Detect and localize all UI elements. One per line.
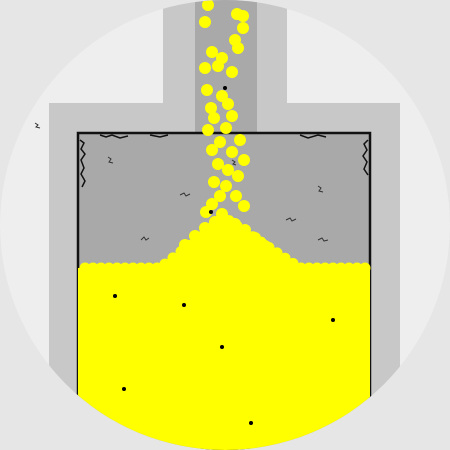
sand-grain [135, 262, 147, 274]
wall-crack [317, 185, 324, 193]
sand-grain [200, 206, 212, 218]
sand-grain [319, 262, 331, 274]
sand-grain [216, 208, 228, 220]
sand-grain [208, 176, 220, 188]
sand-grain [295, 262, 307, 274]
sand-grain [220, 180, 232, 192]
chamber-rough-edge [99, 134, 327, 139]
wall-crack [231, 159, 237, 166]
wall-cracks [34, 122, 329, 242]
sand-grain [237, 22, 249, 34]
sand-grain [206, 46, 218, 58]
impurity-speck [220, 345, 224, 349]
sand-pile-body [78, 218, 370, 450]
sand-grain [199, 16, 211, 28]
sand-grain [220, 122, 232, 134]
sand-grain [222, 164, 234, 176]
sand-grain [205, 102, 217, 114]
sand-grain [199, 222, 211, 234]
chamber-rough-edges [79, 134, 369, 188]
sand-grain [202, 124, 214, 136]
sand-grain [232, 170, 244, 182]
sand-grain [209, 216, 221, 228]
sand-grain [237, 10, 249, 22]
wall-crack [107, 156, 114, 164]
sand-grain [201, 84, 213, 96]
sand-grain [167, 252, 179, 264]
sand-grain [143, 262, 155, 274]
impurity-speck [182, 303, 186, 307]
sand-grain [229, 218, 241, 230]
sand-grain [335, 262, 347, 274]
sand-grain [206, 144, 218, 156]
sand-grain [87, 262, 99, 274]
sand-grain [189, 230, 201, 242]
wall-crack [140, 236, 150, 241]
sand-grain [212, 60, 224, 72]
impurity-speck [223, 86, 227, 90]
sand-grain [287, 258, 299, 270]
sand-grain [179, 239, 191, 251]
sand-pile [78, 214, 371, 450]
sand-grain [234, 134, 246, 146]
sand-grain [111, 262, 123, 274]
wall-crack [34, 122, 41, 129]
sand-grain [79, 262, 91, 274]
wall-crack [317, 237, 329, 242]
sand-grain [238, 200, 250, 212]
impurity-speck [113, 294, 117, 298]
sand-grain [119, 262, 131, 274]
sand-grain [259, 240, 271, 252]
sand-grain [159, 258, 171, 270]
sand-grain [212, 158, 224, 170]
chamber-rough-edge [362, 139, 369, 176]
sand-grain [271, 247, 283, 259]
sand-grain [222, 98, 234, 110]
wall-crack [179, 192, 191, 197]
sand-grain [226, 66, 238, 78]
sand-grain [202, 0, 214, 11]
falling-sand-stream [199, 0, 250, 220]
sand-grain [95, 262, 107, 274]
sand-grain [127, 262, 139, 274]
impurity-speck [249, 421, 253, 425]
sand-grain [103, 262, 115, 274]
sand-grain [230, 190, 242, 202]
impurity-speck [209, 210, 213, 214]
sand-grain [226, 146, 238, 158]
sand-grain [239, 224, 251, 236]
sand-grain [226, 110, 238, 122]
sand-grain [359, 262, 371, 274]
sand-grain [351, 262, 363, 274]
sand-grain [214, 136, 226, 148]
impurity-speck [331, 318, 335, 322]
sand-grain [343, 262, 355, 274]
sand-grain [199, 62, 211, 74]
sand-grain [232, 42, 244, 54]
sand-grain [303, 262, 315, 274]
impurity-speck [122, 387, 126, 391]
sand-grain [214, 190, 226, 202]
sand-grain [279, 252, 291, 264]
sand-grain [238, 154, 250, 166]
impurity-specks [113, 86, 335, 425]
wall-crack [285, 217, 297, 222]
sand-grain [327, 262, 339, 274]
chamber-rough-edge [79, 139, 86, 188]
sand-grain [208, 112, 220, 124]
sand-grain [311, 262, 323, 274]
sand-grain [249, 232, 261, 244]
